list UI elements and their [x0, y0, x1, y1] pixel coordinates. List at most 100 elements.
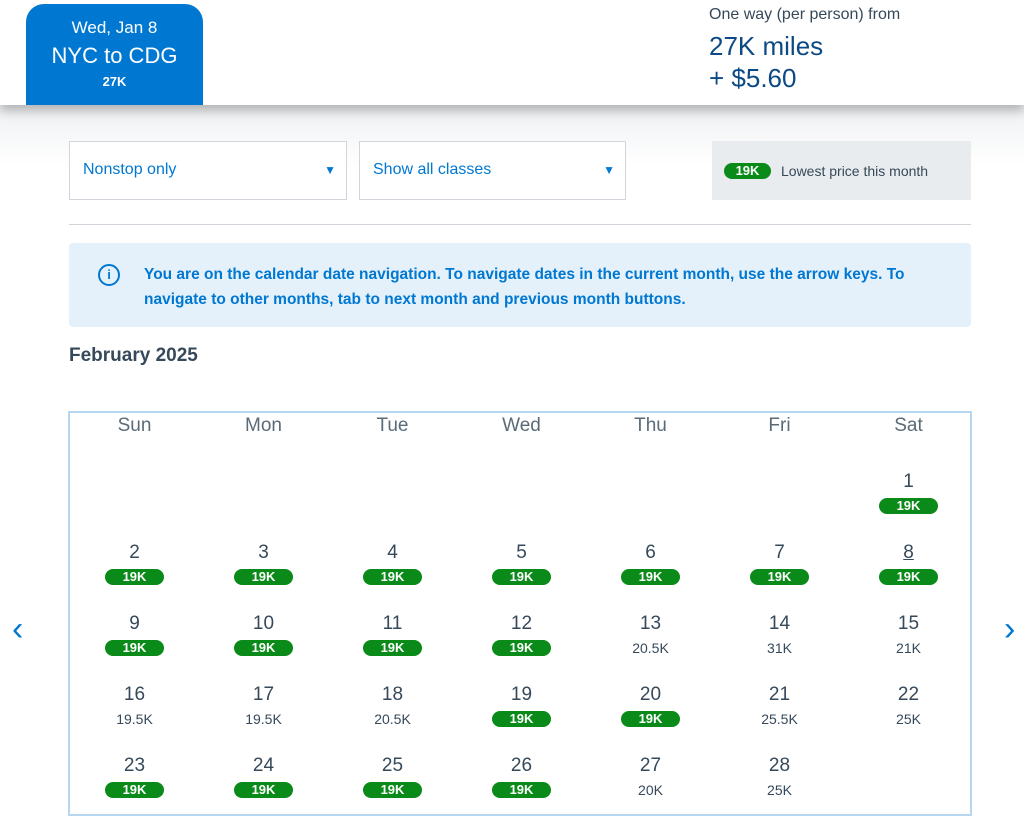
day-number: 10: [252, 613, 275, 634]
fare-label: One way (per person) from: [709, 6, 901, 23]
day-price: 20.5K: [374, 711, 411, 727]
calendar-day[interactable]: 3 19K: [199, 542, 328, 604]
chevron-left-icon: ‹: [12, 610, 24, 648]
day-number: 12: [510, 613, 533, 634]
calendar-day[interactable]: 22 25K: [844, 684, 973, 746]
calendar-day[interactable]: 11 19K: [328, 613, 457, 675]
day-number: 6: [645, 542, 656, 563]
calendar-day[interactable]: 7 19K: [715, 542, 844, 604]
day-number: 9: [129, 613, 140, 634]
lowest-price-badge: 19K: [492, 711, 551, 727]
day-number: 2: [129, 542, 140, 563]
lowest-price-badge: 19K: [879, 498, 938, 514]
day-price: 31K: [767, 640, 792, 656]
fare-fees: + $5.60: [709, 63, 797, 93]
calendar-day[interactable]: 21 25.5K: [715, 684, 844, 746]
calendar-day[interactable]: 28 25K: [715, 755, 844, 817]
day-number: 1: [903, 471, 914, 492]
lowest-price-badge: 19K: [105, 569, 164, 585]
lowest-price-badge: 19K: [621, 569, 680, 585]
lowest-price-badge: 19K: [234, 569, 293, 585]
weekday-header: Fri: [768, 415, 791, 436]
classes-select-value: Show all classes: [373, 161, 492, 178]
calendar-grid: Sun Mon Tue Wed Thu Fri Sat 1 19K 2 19K 3 19K 4 19K 5 19…: [68, 411, 972, 816]
calendar-day[interactable]: 14 31K: [715, 613, 844, 675]
weekday-header: Thu: [634, 415, 667, 436]
day-number: 13: [639, 613, 662, 634]
day-price: 20.5K: [632, 640, 669, 656]
day-number: 18: [381, 684, 404, 705]
calendar-day[interactable]: 5 19K: [457, 542, 586, 604]
day-number: 8: [903, 542, 914, 563]
calendar-day[interactable]: 8 19K: [844, 542, 973, 604]
calendar-day[interactable]: 26 19K: [457, 755, 586, 817]
calendar-day[interactable]: 20 19K: [586, 684, 715, 746]
next-month-button[interactable]: ›: [1004, 610, 1015, 649]
day-number: 4: [387, 542, 398, 563]
classes-select[interactable]: Show all classes ▼: [359, 141, 626, 200]
info-text: You are on the calendar date navigation.…: [144, 266, 905, 308]
previous-month-button[interactable]: ‹: [12, 610, 23, 649]
calendar-day[interactable]: 18 20.5K: [328, 684, 457, 746]
lowest-price-badge: 19K: [621, 711, 680, 727]
day-number: 24: [252, 755, 275, 776]
day-number: 5: [516, 542, 527, 563]
calendar-day[interactable]: 24 19K: [199, 755, 328, 817]
info-icon: i: [98, 264, 120, 286]
lowest-price-badge: 19K: [363, 782, 422, 798]
calendar-day[interactable]: 27 20K: [586, 755, 715, 817]
day-number: 16: [123, 684, 146, 705]
lowest-price-badge: 19K: [105, 782, 164, 798]
day-price: 21K: [896, 640, 921, 656]
day-number: 23: [123, 755, 146, 776]
info-banner: i You are on the calendar date navigatio…: [69, 243, 971, 327]
day-number: 15: [897, 613, 920, 634]
chevron-down-icon: ▼: [324, 163, 336, 177]
tab-price: 27K: [102, 74, 127, 89]
calendar-day[interactable]: 19 19K: [457, 684, 586, 746]
calendar-day[interactable]: 2 19K: [70, 542, 199, 604]
lowest-price-badge: 19K: [105, 640, 164, 656]
stops-select-value: Nonstop only: [83, 161, 177, 178]
calendar-day[interactable]: 13 20.5K: [586, 613, 715, 675]
day-number: 14: [768, 613, 791, 634]
chevron-down-icon: ▼: [603, 163, 615, 177]
day-number: 7: [774, 542, 785, 563]
calendar-day[interactable]: 25 19K: [328, 755, 457, 817]
day-number: 3: [258, 542, 269, 563]
lowest-price-badge: 19K: [363, 640, 422, 656]
chevron-right-icon: ›: [1004, 610, 1016, 648]
lowest-price-badge: 19K: [363, 569, 422, 585]
day-number: 17: [252, 684, 275, 705]
day-price: 25.5K: [761, 711, 798, 727]
weekday-header: Wed: [502, 415, 541, 436]
calendar-day[interactable]: 23 19K: [70, 755, 199, 817]
calendar-day[interactable]: 16 19.5K: [70, 684, 199, 746]
calendar-day[interactable]: 4 19K: [328, 542, 457, 604]
calendar-day[interactable]: 6 19K: [586, 542, 715, 604]
weekday-header: Mon: [245, 415, 282, 436]
calendar-day[interactable]: 17 19.5K: [199, 684, 328, 746]
day-price: 25K: [767, 782, 792, 798]
weekday-header: Sun: [117, 415, 152, 436]
calendar-day[interactable]: 15 21K: [844, 613, 973, 675]
lowest-price-badge: 19K: [879, 569, 938, 585]
calendar-day[interactable]: 1 19K: [844, 471, 973, 533]
lowest-price-badge: 19K: [492, 640, 551, 656]
calendar-day[interactable]: 12 19K: [457, 613, 586, 675]
day-number: 19: [510, 684, 533, 705]
day-price: 25K: [896, 711, 921, 727]
lowest-price-badge: 19K: [750, 569, 809, 585]
selected-date-tab[interactable]: Wed, Jan 8 NYC to CDG 27K: [26, 4, 203, 105]
calendar-day[interactable]: 9 19K: [70, 613, 199, 675]
day-number: 28: [768, 755, 791, 776]
day-number: 21: [768, 684, 791, 705]
lowest-price-badge: 19K: [234, 640, 293, 656]
stops-select[interactable]: Nonstop only ▼: [69, 141, 347, 200]
calendar-day[interactable]: 10 19K: [199, 613, 328, 675]
tab-date: Wed, Jan 8: [71, 18, 158, 37]
legend-label: Lowest price this month: [781, 162, 929, 179]
day-number: 22: [897, 684, 920, 705]
legend-badge: 19K: [724, 162, 771, 179]
day-number: 26: [510, 755, 533, 776]
